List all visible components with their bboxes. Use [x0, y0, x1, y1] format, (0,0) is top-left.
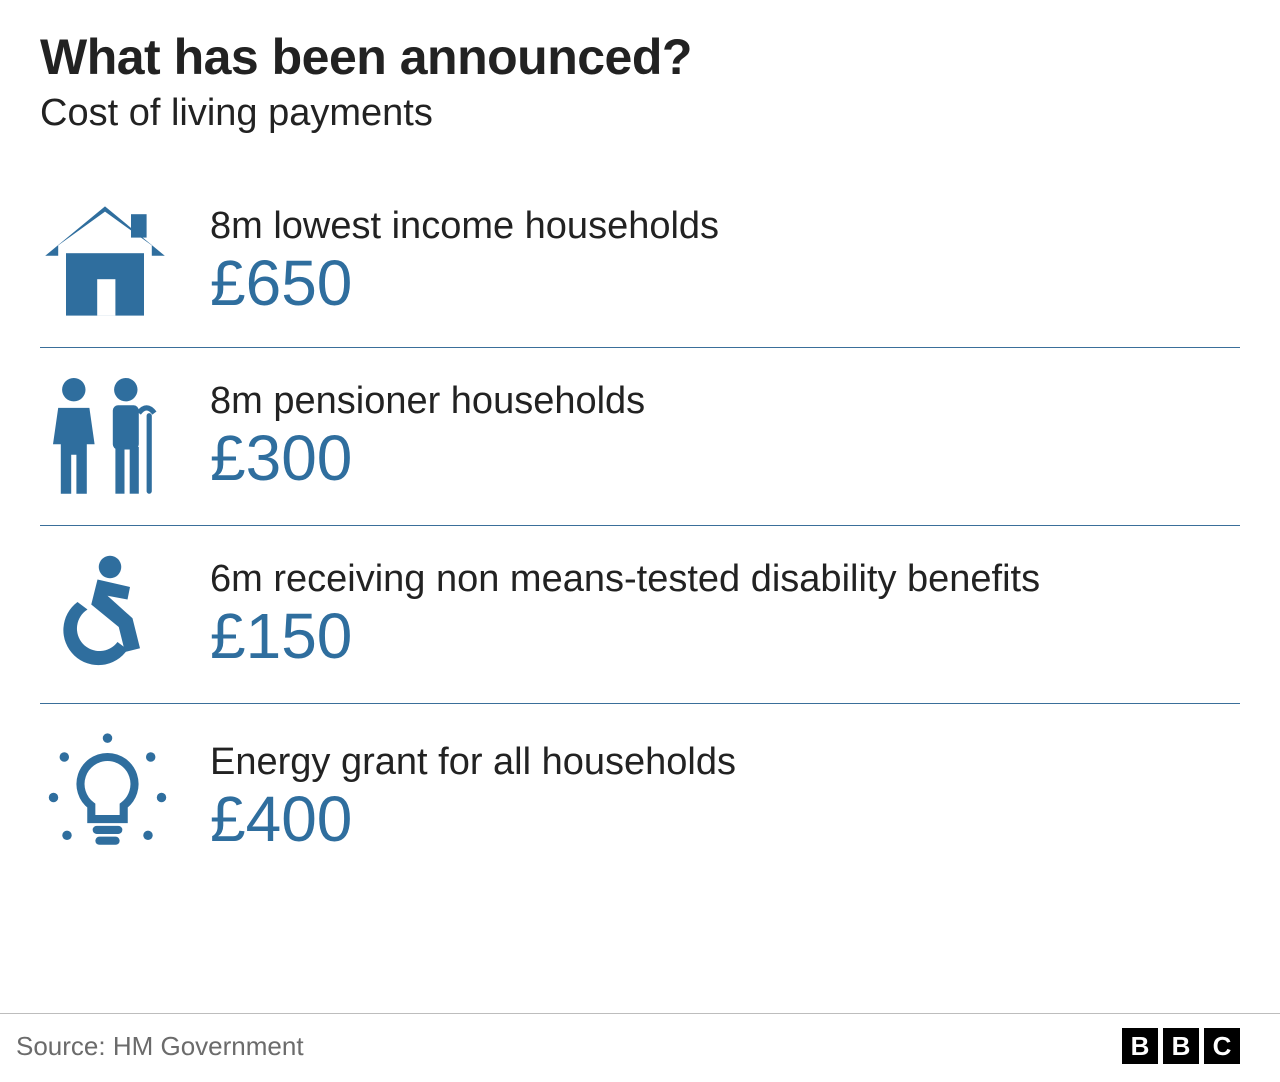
bbc-logo: B B C	[1122, 1028, 1240, 1064]
items-list: 8m lowest income households £650	[40, 175, 1240, 891]
list-item: 6m receiving non means-tested disability…	[40, 526, 1240, 703]
item-amount: £650	[210, 250, 1240, 317]
item-text: 6m receiving non means-tested disability…	[210, 558, 1240, 670]
list-item: 8m lowest income households £650	[40, 175, 1240, 347]
page-subtitle: Cost of living payments	[40, 92, 1240, 135]
item-text: Energy grant for all households £400	[210, 741, 1240, 853]
item-amount: £300	[210, 425, 1240, 492]
infographic-container: What has been announced? Cost of living …	[0, 0, 1280, 1082]
item-description: 6m receiving non means-tested disability…	[210, 558, 1240, 601]
footer: Source: HM Government B B C	[0, 1013, 1280, 1082]
item-description: 8m lowest income households	[210, 205, 1240, 248]
house-icon	[40, 201, 210, 321]
bbc-logo-letter: B	[1122, 1028, 1158, 1064]
source-text: Source: HM Government	[16, 1031, 304, 1062]
list-item: Energy grant for all households £400	[40, 704, 1240, 891]
item-text: 8m pensioner households £300	[210, 380, 1240, 492]
item-description: 8m pensioner households	[210, 380, 1240, 423]
list-item: 8m pensioner households £300	[40, 348, 1240, 525]
wheelchair-icon	[40, 552, 210, 677]
page-title: What has been announced?	[40, 28, 1240, 86]
item-text: 8m lowest income households £650	[210, 205, 1240, 317]
lightbulb-icon	[40, 730, 210, 865]
item-amount: £150	[210, 603, 1240, 670]
item-description: Energy grant for all households	[210, 741, 1240, 784]
pensioners-icon	[40, 374, 210, 499]
bbc-logo-letter: B	[1163, 1028, 1199, 1064]
bbc-logo-letter: C	[1204, 1028, 1240, 1064]
item-amount: £400	[210, 786, 1240, 853]
